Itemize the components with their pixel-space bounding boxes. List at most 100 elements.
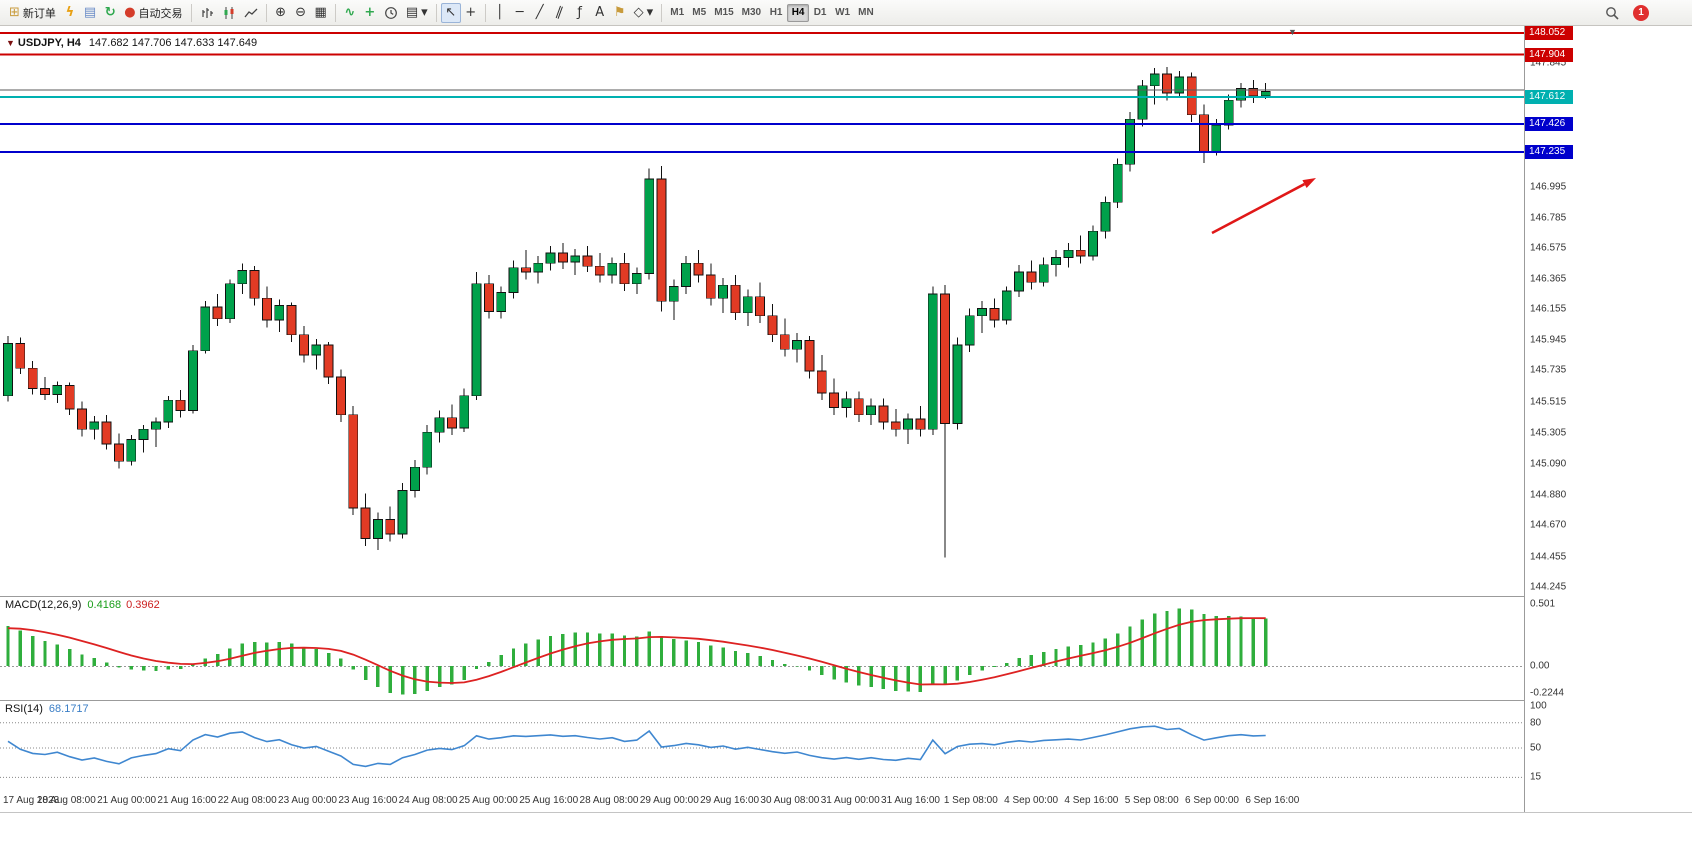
chart-area: ▼ USDJPY, H4 147.682 147.706 147.633 147.6… [0,26,1692,855]
price-axis[interactable]: 148.052 147.904 147.612 147.426 147.235 … [1524,26,1692,812]
auto-trading-icon: ● [124,5,136,20]
channel-button[interactable]: ∥ [550,3,570,23]
refresh-button[interactable]: ↻ [100,3,120,23]
text-button[interactable]: A [590,3,610,23]
price-axis-label: 146.785 [1530,212,1567,223]
charts-button[interactable]: ▤ [80,3,100,23]
panel-separator[interactable] [0,700,1692,701]
toolbar-separator [334,3,336,22]
zoom-out-icon: ⊖ [295,5,306,20]
macd-axis-label: 0.501 [1530,598,1556,610]
macd-signal-line [7,617,1266,686]
time-axis-label: 24 Aug 08:00 [398,795,458,806]
rsi-axis-label: 100 [1530,700,1547,712]
price-axis-label: 144.245 [1530,581,1567,593]
tf-d1-button[interactable]: D1 [809,4,831,22]
zoom-out-button[interactable]: ⊖ [291,3,311,23]
chevron-down-icon: ▾ [646,5,654,20]
panel-separator[interactable] [0,596,1692,597]
macd-axis-label: 0.00 [1530,660,1550,672]
time-axis-label: 18 Aug 08:00 [36,795,96,806]
notification-badge[interactable]: 1 [1633,4,1649,21]
tf-h4-button[interactable]: H4 [787,3,810,22]
price-badge-resistance-1: 148.052 [1525,26,1573,40]
label-button[interactable]: ⚑ [610,3,630,23]
clock-icon [384,6,398,20]
price-axis-label: 146.995 [1530,181,1567,193]
tf-m15-button[interactable]: M15 [710,4,737,22]
tf-m5-button[interactable]: M5 [688,4,710,22]
vertical-line-button[interactable]: │ [490,3,510,23]
time-axis-label: 4 Sep 16:00 [1064,795,1119,806]
chart-shift-marker[interactable]: ▼ [1288,27,1297,37]
macd-panel[interactable] [0,596,1524,700]
zoom-in-button[interactable]: ⊕ [271,3,291,23]
rsi-axis-label: 15 [1530,771,1542,783]
label-flag-icon: ⚑ [613,5,626,20]
search-button[interactable] [1601,3,1623,23]
rsi-value: 68.1717 [48,703,89,715]
chart-symbol-timeframe: USDJPY, H4 [17,37,81,49]
tf-m1-button[interactable]: M1 [666,4,688,22]
add-indicator-button[interactable]: + [360,3,380,23]
time-axis-label: 29 Aug 16:00 [700,795,760,806]
panel-separator [0,812,1692,813]
main-price-chart[interactable] [0,26,1524,596]
tf-w1-button[interactable]: W1 [831,4,854,22]
auto-trading-label: 自动交易 [138,6,183,20]
chart-title: ▼ USDJPY, H4 147.682 147.706 147.633 147.6… [6,37,257,49]
tile-windows-icon: ▦ [314,5,327,20]
tf-mn-button[interactable]: MN [854,4,878,22]
time-axis-label: 1 Sep 08:00 [943,795,998,806]
tile-windows-button[interactable]: ▦ [311,3,331,23]
price-axis-label: 145.515 [1530,396,1567,408]
time-axis-label: 25 Aug 16:00 [519,795,579,806]
trendline-button[interactable]: ╱ [530,3,550,23]
templates-button[interactable]: ▤ ▾ [402,3,432,23]
price-axis-label: 144.455 [1530,551,1567,563]
candlestick-chart-icon [222,6,236,20]
time-axis-label: 4 Sep 00:00 [1004,795,1059,806]
chart-line-button[interactable] [240,3,262,23]
time-axis[interactable]: 17 Aug 2023 18 Aug 08:00 21 Aug 00:00 21 Au… [0,790,1524,812]
chart-candles-button[interactable] [218,3,240,23]
price-axis-label: 146.365 [1530,273,1567,285]
zoom-in-icon: ⊕ [275,5,286,20]
rsi-line [7,725,1266,768]
indicators-button[interactable]: ∿ [340,3,360,23]
trendline-icon: ╱ [535,5,544,20]
horizontal-line-button[interactable]: ─ [510,3,530,23]
tf-m30-button[interactable]: M30 [738,4,765,22]
quick-trade-button[interactable]: ϟ [60,3,80,23]
price-axis-label: 146.575 [1530,242,1567,254]
price-axis-label: 147.845 [1530,57,1567,69]
crosshair-button[interactable]: + [461,3,481,23]
shapes-button[interactable]: ◇ ▾ [630,3,658,23]
chart-ohlc-quote: 147.682 147.706 147.633 147.649 [88,37,258,49]
collapse-icon[interactable]: ▼ [6,38,15,48]
cursor-button[interactable]: ↖ [440,2,461,23]
macd-label: MACD(12,26,9) 0.4168 0.3962 [5,599,160,611]
rsi-panel[interactable] [0,700,1524,790]
price-badge-support-2: 147.235 [1525,144,1573,159]
chart-bars-button[interactable] [196,3,218,23]
new-order-button[interactable]: ⊞ 新订单 [5,3,60,23]
lightning-icon: ϟ [65,5,75,20]
candlesticks [3,66,1271,558]
line-chart-icon [244,6,258,20]
trend-arrow-annotation [1211,178,1316,235]
period-button[interactable] [380,3,402,23]
macd-axis-label: -0.2244 [1530,687,1564,699]
auto-trading-button[interactable]: ● 自动交易 [120,3,186,23]
time-axis-label: 6 Sep 16:00 [1245,795,1300,806]
cursor-icon: ↖ [445,5,457,20]
time-axis-label: 23 Aug 16:00 [338,795,398,806]
crosshair-icon: + [465,5,477,20]
tf-h1-button[interactable]: H1 [765,4,787,22]
price-axis-label: 146.155 [1530,303,1567,315]
macd-main-value: 0.4168 [87,599,122,611]
price-badge-current-price: 147.612 [1525,90,1573,105]
fibonacci-button[interactable]: ƒ [570,3,590,23]
chevron-down-icon: ▾ [421,5,428,20]
chart-window-icon: ▤ [83,5,97,20]
